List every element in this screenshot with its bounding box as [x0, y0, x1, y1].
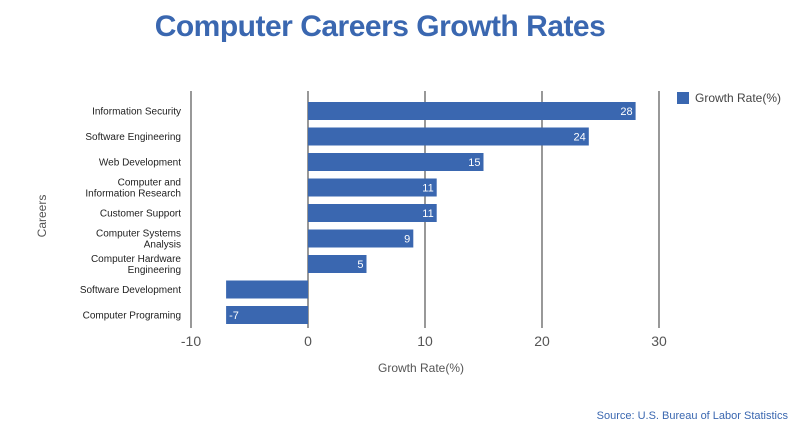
- data-label: 15: [468, 157, 480, 169]
- category-label-line: Analysis: [144, 240, 181, 251]
- bar: [308, 255, 367, 273]
- category-label-line: Computer Hardware: [91, 254, 181, 265]
- x-tick-label: -10: [181, 333, 201, 349]
- category-label: Computer Hardware Engineering: [91, 254, 181, 276]
- chart-title: Computer Careers Growth Rates: [154, 10, 606, 43]
- category-label: Software Development: [80, 285, 181, 296]
- data-label: 28: [620, 106, 632, 118]
- category-label: Computer Systems Analysis: [96, 229, 181, 251]
- x-tick-label: 0: [304, 333, 312, 349]
- bar: [308, 229, 414, 248]
- data-label: 24: [574, 132, 586, 144]
- category-label-line: Computer Systems: [96, 229, 181, 240]
- bar: [308, 153, 484, 171]
- x-tick-labels: -10 0 10 20 30: [181, 333, 667, 349]
- data-label: 9: [404, 234, 410, 246]
- x-tick-label: 10: [417, 333, 433, 349]
- data-label: 5: [357, 259, 363, 271]
- category-label: Computer Programing: [83, 311, 181, 322]
- data-label: 11: [422, 183, 433, 195]
- bar: [308, 127, 589, 146]
- bar: [308, 204, 437, 222]
- x-tick-label: 20: [534, 333, 550, 349]
- category-label-line: Engineering: [128, 265, 181, 276]
- bar: [308, 178, 437, 197]
- category-label: Web Development: [99, 158, 181, 169]
- x-tick-label: 30: [651, 333, 667, 349]
- x-axis-title: Growth Rate(%): [378, 361, 464, 375]
- category-label: Software Engineering: [85, 132, 181, 143]
- y-axis-title: Careers: [35, 195, 49, 238]
- bar: [226, 280, 308, 299]
- category-label: Customer Support: [100, 209, 181, 220]
- bar: [308, 102, 636, 120]
- legend: Growth Rate(%): [677, 91, 781, 105]
- category-label-line: Computer and: [118, 178, 181, 189]
- legend-swatch: [677, 92, 689, 104]
- data-label: -7: [229, 310, 239, 322]
- category-label: Computer and Information Research: [85, 178, 181, 200]
- bars: 28 24 15 11 11 9 5 -7: [226, 102, 636, 324]
- data-label: 11: [422, 208, 433, 220]
- legend-label: Growth Rate(%): [695, 91, 781, 105]
- category-label-line: Information Research: [85, 189, 181, 200]
- category-label: Information Security: [92, 107, 181, 118]
- bar: [226, 306, 308, 324]
- source-note: Source: U.S. Bureau of Labor Statistics: [596, 410, 788, 422]
- category-labels: Information Security Software Engineering…: [80, 107, 182, 322]
